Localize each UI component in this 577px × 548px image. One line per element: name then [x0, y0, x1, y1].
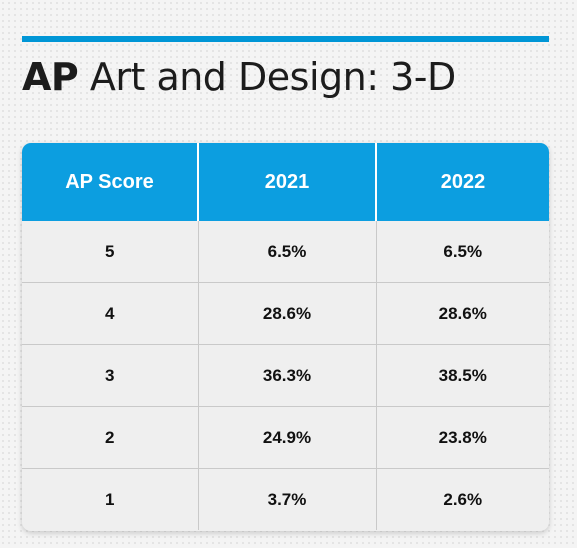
table-row: 2 24.9% 23.8% — [22, 406, 549, 469]
table-row: 5 6.5% 6.5% — [22, 221, 549, 283]
percent-2022-cell: 38.5% — [375, 344, 549, 407]
table-header-row: AP Score 2021 2022 — [22, 143, 549, 221]
column-header-2021: 2021 — [197, 143, 376, 221]
column-header-2022: 2022 — [375, 143, 549, 221]
percent-2021-cell: 6.5% — [197, 221, 376, 283]
table-row: 3 36.3% 38.5% — [22, 344, 549, 407]
score-cell: 3 — [22, 344, 198, 407]
score-cell: 5 — [22, 221, 198, 283]
percent-2022-cell: 2.6% — [375, 468, 549, 530]
page-title: AP Art and Design: 3-D — [22, 52, 562, 102]
percent-2022-cell: 23.8% — [375, 406, 549, 469]
percent-2021-cell: 36.3% — [197, 344, 376, 407]
title-bold-part: AP — [22, 55, 79, 99]
percent-2022-cell: 6.5% — [375, 221, 549, 283]
score-table-card: AP Score 2021 2022 5 6.5% 6.5% 4 28.6% 2… — [22, 143, 549, 531]
score-cell: 1 — [105, 489, 115, 509]
column-header-ap-score: AP Score — [22, 143, 198, 221]
title-rest: Art and Design: 3-D — [78, 55, 456, 99]
score-distribution-table: AP Score 2021 2022 5 6.5% 6.5% 4 28.6% 2… — [22, 143, 549, 530]
score-cell: 2 — [22, 406, 198, 469]
percent-2021-cell: 24.9% — [197, 406, 376, 469]
percent-2021-cell: 28.6% — [197, 282, 376, 345]
percent-2022-cell: 28.6% — [375, 282, 549, 345]
score-cell: 4 — [22, 282, 198, 345]
table-row: 4 28.6% 28.6% — [22, 282, 549, 345]
title-accent-bar — [22, 36, 549, 42]
table-row: 1 3.7% 2.6% — [22, 468, 549, 530]
percent-2021-cell: 3.7% — [197, 468, 376, 530]
